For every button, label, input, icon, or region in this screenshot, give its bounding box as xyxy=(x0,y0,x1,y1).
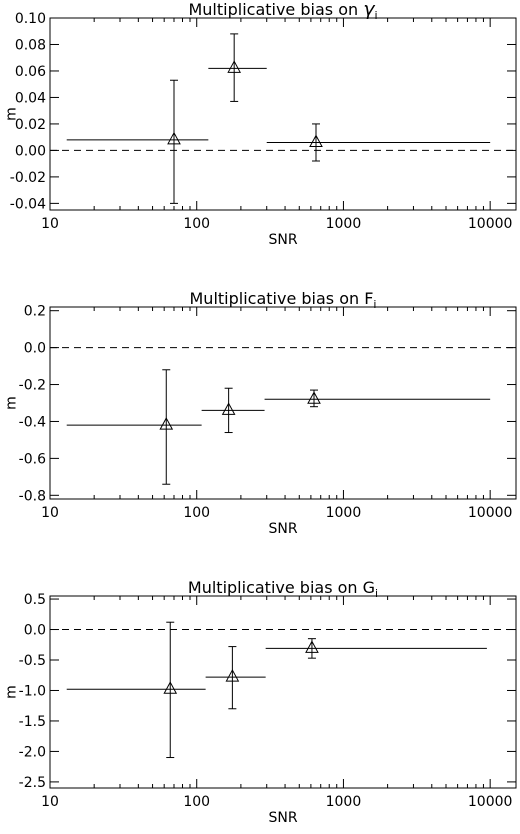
chart-panel-3: 10 100 1000 10000 0.5 0.0 -0.5 -1.0 -1.5 -2.0 -2.5… xyxy=(4,578,517,826)
triangle-marker xyxy=(227,60,242,73)
y-tick-label: 0.0 xyxy=(24,623,46,639)
y-tick-label: 0.06 xyxy=(15,64,46,80)
chart-title-subscript: i xyxy=(375,587,378,600)
chart-panel-2: 10 100 1000 10000 0.2 0.0 -0.2 -0.4 -0.6 -0.8 Mult… xyxy=(4,289,517,537)
chart-title: Multiplicative bias on γi xyxy=(188,0,377,22)
y-axis-label: m xyxy=(4,685,20,699)
triangle-marker xyxy=(305,640,319,653)
data-point-2 xyxy=(201,387,265,434)
y-tick-label: 0.00 xyxy=(15,143,46,159)
y-tick-label: -2.5 xyxy=(19,775,46,791)
chart-title: Multiplicative bias on Gi xyxy=(188,578,378,600)
y-tick-label: 0.02 xyxy=(15,117,46,133)
x-tick-label: 10000 xyxy=(468,505,513,521)
x-tick-label: 10 xyxy=(41,505,59,521)
plot-frame xyxy=(49,595,517,789)
x-axis-label: SNR xyxy=(268,232,297,248)
triangle-marker xyxy=(159,417,174,430)
y-tick-label: 0.04 xyxy=(15,90,46,106)
chart-title-text: Multiplicative bias on xyxy=(188,0,363,19)
x-tick-label: 1000 xyxy=(326,216,362,232)
x-tick-label: 100 xyxy=(183,505,210,521)
data-point-1 xyxy=(66,79,209,204)
data-point-3 xyxy=(264,389,491,408)
x-tick-label: 1000 xyxy=(326,794,362,810)
x-tick-label: 100 xyxy=(183,216,210,232)
plot-frame xyxy=(49,306,517,500)
triangle-marker xyxy=(309,134,323,147)
y-tick-label: -1.5 xyxy=(19,714,46,730)
y-tick-label: -0.8 xyxy=(19,488,46,504)
y-tick-label: 0.2 xyxy=(24,304,46,320)
y-tick-label: 0.10 xyxy=(15,11,46,27)
chart-title: Multiplicative bias on Fi xyxy=(190,289,377,311)
chart-title-text: Multiplicative bias on F xyxy=(190,289,374,308)
x-tick-label: 100 xyxy=(183,794,210,810)
data-point-2 xyxy=(205,646,266,710)
x-tick-label: 10000 xyxy=(468,216,513,232)
triangle-marker xyxy=(167,131,181,145)
triangle-marker xyxy=(225,669,240,682)
chart-title-text: Multiplicative bias on G xyxy=(188,578,375,597)
x-axis-label: SNR xyxy=(268,521,297,537)
y-tick-label: -0.04 xyxy=(10,196,46,212)
chart-panel-1: 10 100 1000 10000 0.10 0.08 0.06 0.04 0.02 0.00 -0… xyxy=(4,0,517,248)
triangle-marker xyxy=(163,681,178,694)
y-tick-label: -1.0 xyxy=(19,683,46,699)
triangle-marker xyxy=(221,402,236,415)
data-point-1 xyxy=(66,369,202,485)
y-tick-label: -0.02 xyxy=(10,170,46,186)
chart-title-symbol: γ xyxy=(363,0,376,20)
y-tick-label: -0.4 xyxy=(19,414,46,430)
x-tick-label: 1000 xyxy=(326,505,362,521)
y-axis-label: m xyxy=(4,107,20,121)
x-tick-label: 10000 xyxy=(468,794,513,810)
x-tick-label: 10 xyxy=(41,794,59,810)
y-tick-label: -0.6 xyxy=(19,451,46,467)
triangle-marker xyxy=(307,391,321,404)
data-point-1 xyxy=(66,621,206,759)
y-tick-label: 0.0 xyxy=(24,341,46,357)
data-point-3 xyxy=(265,638,487,659)
y-tick-label: 0.08 xyxy=(15,37,46,53)
chart-title-subscript: i xyxy=(373,298,376,311)
y-tick-label: 0.5 xyxy=(24,592,46,608)
y-axis-label: m xyxy=(4,396,20,410)
y-tick-label: -0.5 xyxy=(19,653,46,669)
chart-title-subscript: i xyxy=(374,9,377,22)
x-tick-label: 10 xyxy=(41,216,59,232)
data-point-3 xyxy=(266,123,491,162)
data-point-2 xyxy=(208,33,267,102)
x-axis-label: SNR xyxy=(268,810,297,826)
plot-frame xyxy=(49,17,517,211)
y-tick-label: -0.2 xyxy=(19,378,46,394)
y-tick-label: -2.0 xyxy=(19,744,46,760)
